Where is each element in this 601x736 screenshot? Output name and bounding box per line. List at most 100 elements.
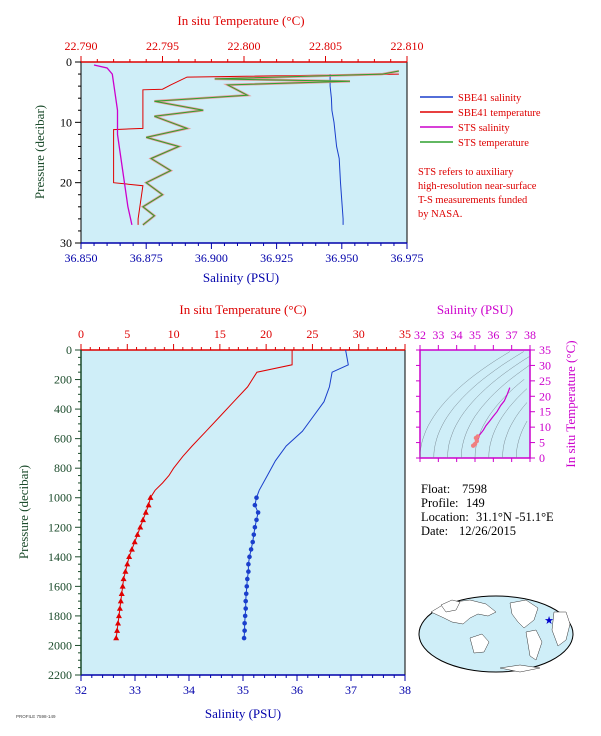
main-salinity-marker bbox=[242, 620, 247, 626]
legend-label-sts-salinity: STS salinity bbox=[458, 123, 510, 134]
main-sal-axis-title: Salinity (PSU) bbox=[205, 706, 281, 721]
legend-note-line-3: T-S measurements funded bbox=[418, 195, 528, 206]
main-sal-tick-label: 36 bbox=[291, 683, 303, 697]
ts-temp-tick-label: 20 bbox=[539, 389, 551, 403]
main-pressure-tick-label: 2200 bbox=[48, 668, 72, 682]
main-temperature-marker bbox=[113, 634, 120, 641]
location-value: 31.1°N -51.1°E bbox=[476, 510, 554, 524]
ts-temp-tick-label: 30 bbox=[539, 358, 551, 372]
main-temp-tick-label: 10 bbox=[168, 327, 180, 341]
top-sal-tick-label: 36.900 bbox=[195, 251, 228, 265]
ts-density-contour bbox=[488, 388, 528, 459]
main-temperature-marker bbox=[126, 553, 133, 560]
main-temperature-marker bbox=[142, 509, 149, 515]
top-chart-series bbox=[93, 64, 400, 226]
ts-sal-tick-label: 33 bbox=[432, 328, 444, 342]
main-salinity-marker bbox=[245, 576, 250, 582]
main-salinity-marker bbox=[255, 510, 261, 515]
main-temperature-marker bbox=[115, 620, 122, 626]
top-temp-tick-label: 22.790 bbox=[65, 39, 98, 53]
legend-label-sbe-temperature: SBE41 temperature bbox=[458, 108, 541, 119]
main-temperature-marker bbox=[137, 524, 144, 530]
top-temp-tick-label: 22.795 bbox=[146, 39, 179, 53]
main-salinity-marker bbox=[242, 613, 248, 619]
main-temperature-marker bbox=[145, 501, 152, 508]
main-temperature-marker bbox=[116, 605, 123, 611]
main-salinity-marker bbox=[241, 635, 247, 641]
main-temp-tick-label: 30 bbox=[353, 327, 365, 341]
world-map: ★ bbox=[418, 595, 574, 673]
main-temp-tick-label: 35 bbox=[399, 327, 411, 341]
legend-note-line-2: high-resolution near-surface bbox=[418, 181, 537, 192]
ts-temp-tick-label: 35 bbox=[539, 343, 551, 357]
series-sts-temperature-line bbox=[142, 70, 399, 226]
main-salinity-marker bbox=[254, 495, 259, 501]
main-salinity-marker bbox=[243, 598, 248, 604]
top-temp-tick-label: 22.800 bbox=[228, 39, 261, 53]
float-location-star-icon: ★ bbox=[544, 615, 554, 627]
main-pressure-tick-label: 400 bbox=[54, 402, 72, 416]
ts-cluster-marker bbox=[475, 434, 480, 439]
main-pressure-tick-label: 600 bbox=[54, 432, 72, 446]
main-salinity-marker bbox=[243, 591, 249, 597]
legend-label-sts-temperature: STS temperature bbox=[458, 138, 529, 149]
map-land-australia bbox=[469, 633, 490, 654]
main-pressure-tick-label: 2000 bbox=[48, 638, 72, 652]
main-temperature-marker bbox=[134, 531, 141, 537]
legend-note-line-4: by NASA. bbox=[418, 209, 462, 220]
ts-density-contour bbox=[461, 365, 530, 459]
main-salinity-marker bbox=[248, 547, 254, 552]
main-salinity-marker bbox=[243, 606, 248, 611]
top-sal-axis-title: Salinity (PSU) bbox=[203, 270, 279, 285]
legend-label-sbe-salinity: SBE41 salinity bbox=[458, 93, 522, 104]
main-temp-tick-label: 25 bbox=[306, 327, 318, 341]
main-chart-series bbox=[113, 349, 349, 641]
main-temperature-marker bbox=[131, 538, 138, 545]
main-salinity-marker bbox=[247, 554, 252, 560]
series-sts-salinity-line bbox=[93, 64, 133, 226]
legend: SBE41 salinity SBE41 temperature STS sal… bbox=[418, 93, 541, 220]
top-temp-axis-title: In situ Temperature (°C) bbox=[177, 13, 304, 28]
ts-inset-ylabel: In situ Temperature (°C) bbox=[563, 340, 578, 467]
top-sal-tick-label: 36.925 bbox=[260, 251, 293, 265]
top-pressure-tick-label: 20 bbox=[60, 176, 72, 190]
ts-density-contour bbox=[419, 351, 511, 459]
ts-density-contour bbox=[447, 355, 531, 459]
top-pressure-tick-label: 10 bbox=[60, 115, 72, 129]
main-pressure-tick-label: 200 bbox=[54, 373, 72, 387]
date-value: 12/26/2015 bbox=[459, 524, 516, 538]
map-land-africa bbox=[551, 611, 571, 647]
ts-temp-tick-label: 15 bbox=[539, 405, 551, 419]
ts-sal-tick-label: 36 bbox=[487, 328, 499, 342]
main-salinity-marker bbox=[246, 561, 251, 567]
main-sal-tick-label: 34 bbox=[183, 683, 195, 697]
main-sal-tick-label: 37 bbox=[345, 683, 357, 697]
series-sbe41-salinity-line bbox=[329, 74, 344, 225]
top-sal-tick-label: 36.975 bbox=[391, 251, 424, 265]
top-sal-tick-label: 36.950 bbox=[325, 251, 358, 265]
main-sal-tick-label: 35 bbox=[237, 683, 249, 697]
series-sbe41-temperature-line bbox=[113, 73, 399, 225]
profile-label: Profile: bbox=[421, 496, 459, 510]
ts-sal-tick-label: 35 bbox=[469, 328, 481, 342]
main-temperature-marker bbox=[118, 590, 125, 596]
main-temperature-marker bbox=[122, 568, 129, 574]
map-land-south-america bbox=[525, 629, 543, 661]
main-pressure-tick-label: 0 bbox=[66, 343, 72, 357]
main-temperature-marker bbox=[128, 546, 135, 552]
ts-temp-tick-label: 10 bbox=[539, 420, 551, 434]
main-salinity-marker bbox=[251, 532, 257, 537]
main-temp-tick-label: 5 bbox=[124, 327, 130, 341]
map-land bbox=[430, 599, 571, 673]
map-land-antarctica bbox=[499, 664, 541, 673]
footer-tiny-text: PROFILE 7598-149 bbox=[16, 714, 56, 719]
main-salinity-marker bbox=[242, 628, 247, 633]
ts-density-contour bbox=[502, 402, 528, 459]
main-chart-plot-area bbox=[80, 349, 406, 676]
legend-note-line-1: STS refers to auxiliary bbox=[418, 167, 514, 178]
main-temperature-marker bbox=[140, 516, 147, 523]
main-chart-ticks: 0 5 10 15 20 25 30 35 32 33 34 35 36 37 38 0 200 400 600 80… bbox=[48, 327, 411, 697]
ts-sal-tick-label: 32 bbox=[414, 328, 426, 342]
main-temp-tick-label: 20 bbox=[260, 327, 272, 341]
